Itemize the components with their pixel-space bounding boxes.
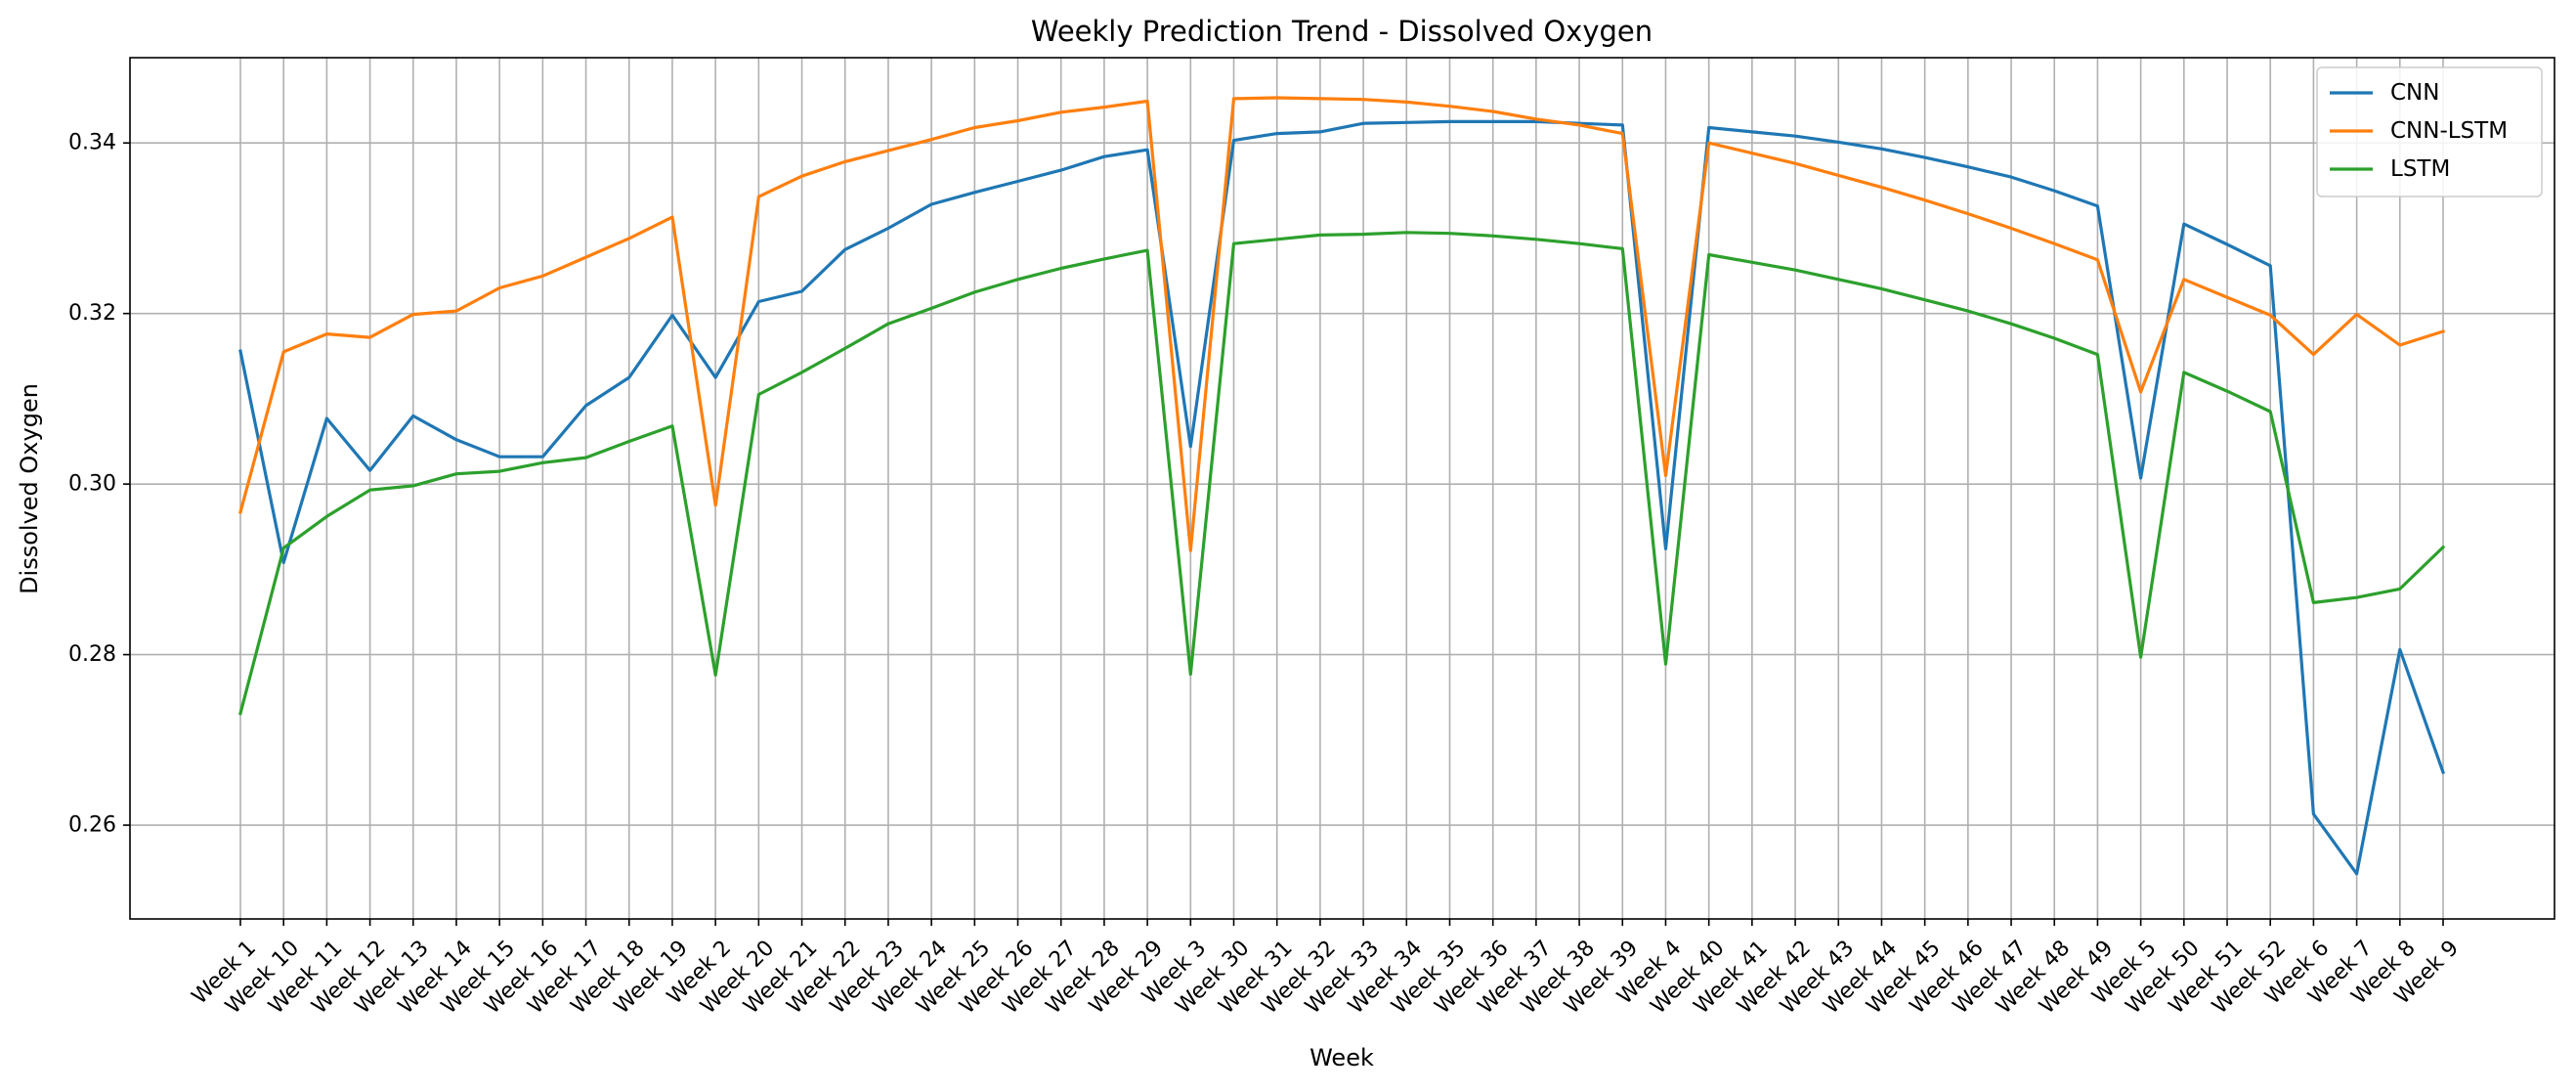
legend-label: LSTM: [2390, 156, 2450, 182]
legend: CNN CNN-LSTM LSTM: [2316, 66, 2543, 197]
series-line-cnn: [238, 119, 2446, 876]
y-axis-label: Dissolved Oxygen: [16, 383, 43, 594]
plot-frame: [129, 57, 2555, 920]
legend-label: CNN: [2390, 80, 2439, 106]
y-tick-label: 0.26: [68, 813, 116, 838]
series-line-cnn-lstm: [238, 96, 2446, 552]
y-tick-label: 0.28: [68, 642, 116, 667]
legend-box: [2316, 66, 2543, 197]
grid-lines: [130, 58, 2555, 919]
legend-label: CNN-LSTM: [2390, 118, 2508, 144]
y-tick-label: 0.34: [68, 131, 116, 155]
series-line-lstm: [238, 231, 2446, 716]
y-tick-label: 0.32: [68, 301, 116, 326]
x-axis-label: Week: [1309, 1044, 1374, 1071]
chart-title: Weekly Prediction Trend - Dissolved Oxyg…: [1031, 15, 1653, 48]
series-lines: [238, 96, 2446, 876]
y-axis-ticks: 0.26 0.28 0.30 0.32 0.34: [68, 131, 130, 838]
y-tick-label: 0.30: [68, 472, 116, 497]
